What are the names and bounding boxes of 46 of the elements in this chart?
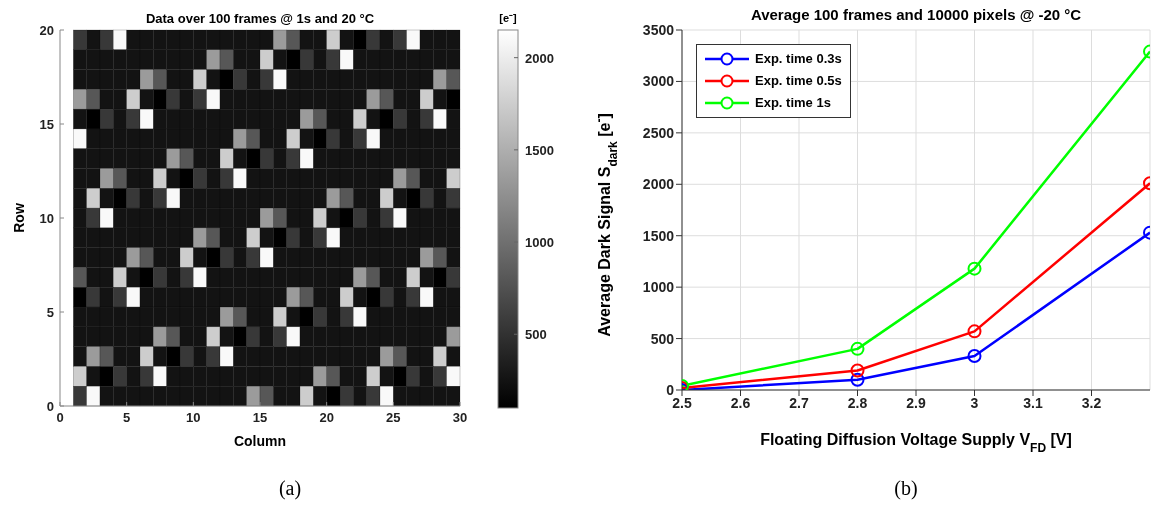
y-tick-label: 15 xyxy=(39,117,54,132)
x-tick-label: 30 xyxy=(452,410,468,425)
y-tick-label: 3000 xyxy=(642,73,675,90)
legend-label: Exp. time 1s xyxy=(755,94,831,112)
color-bar-label: 500 xyxy=(525,327,547,343)
y-tick-label: 500 xyxy=(650,330,675,347)
y-axis-title: Row xyxy=(11,203,27,233)
x-tick-label: 2.5 xyxy=(672,394,692,411)
color-bar-label: 2000 xyxy=(525,50,554,66)
x-tick-label: 3.1 xyxy=(1023,394,1043,411)
color-bar-label: 1000 xyxy=(525,235,554,251)
chart-title: Data over 100 frames @ 1s and 20 °C xyxy=(145,11,375,26)
chart-title: Average 100 frames and 10000 pixels @ -20 °C xyxy=(750,6,1082,23)
y-tick-label: 2500 xyxy=(642,124,675,141)
x-tick-label: 3.2 xyxy=(1081,394,1102,411)
x-axis-title: Floating Diffusion Voltage Supply V$_{FD}$ [V] xyxy=(760,431,1072,455)
point xyxy=(850,363,865,378)
y-tick-label: 2000 xyxy=(642,176,675,193)
color-bar-label: 1500 xyxy=(525,142,554,158)
x-tick-label: 10 xyxy=(186,410,201,425)
x-tick-label: 2.8 xyxy=(847,394,868,411)
y-tick-label: 3500 xyxy=(642,21,675,38)
x-tick-label: 5 xyxy=(123,410,131,425)
x-tick-label: 15 xyxy=(252,410,268,425)
x-tick-label: 0 xyxy=(56,410,64,425)
point xyxy=(967,324,982,339)
text: (a) xyxy=(278,477,302,500)
y-tick-label: 20 xyxy=(39,23,54,38)
y-tick-label: 5 xyxy=(46,305,54,320)
y-tick-label: 1000 xyxy=(642,279,675,296)
y-tick-label: 1500 xyxy=(642,227,675,244)
color-bar-title: [e⁻] xyxy=(499,12,518,24)
x-tick-label: 3 xyxy=(970,394,979,411)
x-tick-label: 25 xyxy=(386,410,401,425)
point xyxy=(850,372,865,387)
legend-label: Exp. time 0.5s xyxy=(755,72,842,90)
x-axis-title: Column xyxy=(233,433,287,449)
x-tick-label: 20 xyxy=(319,410,334,425)
y-tick-label: 10 xyxy=(39,211,54,226)
y-tick-label: 0 xyxy=(666,381,675,398)
text: (b) xyxy=(894,477,918,500)
x-tick-label: 2.7 xyxy=(789,394,809,411)
x-tick-label: 2.6 xyxy=(730,394,751,411)
legend-label: Exp. time 0.3s xyxy=(755,50,842,68)
point xyxy=(967,349,982,364)
x-tick-label: 2.9 xyxy=(906,394,926,411)
